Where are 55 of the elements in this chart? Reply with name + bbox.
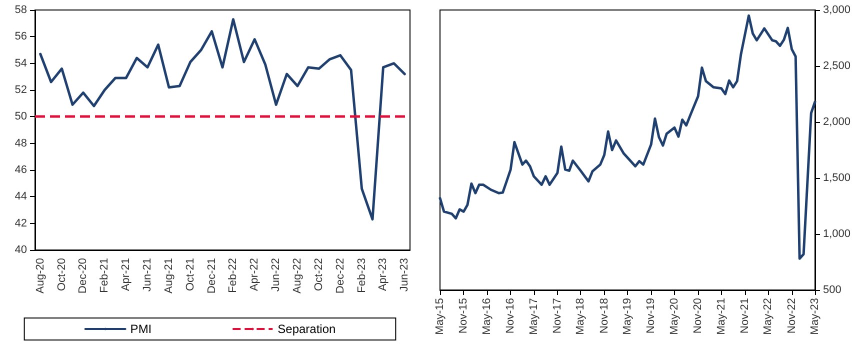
x-tick-label: Oct-20 bbox=[56, 258, 68, 292]
x-tick-label: Feb-23 bbox=[356, 258, 368, 293]
y2-tick-label: 3,000 bbox=[823, 4, 851, 16]
x-tick-label: May-18 bbox=[574, 298, 587, 335]
x-tick-label: Aug-20 bbox=[34, 258, 46, 294]
x-tick-label: Nov-17 bbox=[551, 298, 564, 334]
x-tick-label: Dec-22 bbox=[334, 258, 346, 294]
y2-tick-label: 2,500 bbox=[823, 60, 851, 72]
x-tick-label: Jun-23 bbox=[398, 258, 411, 292]
x-tick-label: Dec-20 bbox=[77, 258, 90, 294]
x-tick-label: Feb-21 bbox=[98, 258, 111, 293]
x-tick-label: Apr-21 bbox=[120, 258, 132, 292]
y2-tick-label: 1,500 bbox=[823, 172, 851, 184]
legend-label: PMI bbox=[130, 322, 152, 336]
x-tick-label: Oct-21 bbox=[184, 258, 196, 292]
x-tick-label: Aug-21 bbox=[162, 258, 175, 294]
line-series bbox=[39, 18, 406, 221]
x-tick-label: Feb-22 bbox=[227, 258, 240, 293]
y-tick-label: 50 bbox=[14, 110, 27, 123]
x-tick-label: Nov-20 bbox=[692, 298, 704, 334]
y-tick-label: 52 bbox=[14, 84, 27, 96]
y-tick-label: 42 bbox=[14, 217, 27, 230]
y-tick-label: 58 bbox=[14, 4, 27, 16]
y-tick-label: 46 bbox=[14, 164, 27, 176]
x-tick-label: May-16 bbox=[480, 298, 493, 335]
x-tick-label: Jun-21 bbox=[142, 258, 154, 292]
x-tick-label: Nov-22 bbox=[786, 298, 798, 334]
y2-tick-label: 1,000 bbox=[823, 228, 851, 240]
x-tick-label: Nov-19 bbox=[645, 298, 658, 334]
x-tick-label: Nov-18 bbox=[598, 298, 610, 334]
x-tick-label: May-17 bbox=[528, 298, 540, 335]
x-tick-label: Nov-15 bbox=[458, 298, 470, 334]
x-tick-label: Apr-22 bbox=[248, 258, 261, 292]
x-tick-label: Aug-22 bbox=[292, 258, 304, 294]
x-tick-label: Nov-16 bbox=[504, 298, 517, 334]
x-tick-label: May-22 bbox=[762, 298, 774, 335]
x-tick-label: Oct-22 bbox=[312, 258, 325, 292]
y-tick-label: 48 bbox=[14, 137, 27, 150]
x-tick-label: Apr-23 bbox=[377, 258, 390, 292]
x-tick-label: Dec-21 bbox=[206, 258, 218, 294]
x-tick-label: May-23 bbox=[809, 298, 821, 335]
y-tick-label: 54 bbox=[14, 57, 27, 70]
legend-label: Separation bbox=[278, 322, 336, 336]
y2-tick-label: 500 bbox=[823, 284, 842, 296]
x-tick-label: Jun-22 bbox=[270, 258, 282, 292]
y-tick-label: 44 bbox=[14, 190, 27, 203]
x-tick-label: May-21 bbox=[715, 298, 728, 335]
y-tick-label: 40 bbox=[14, 244, 27, 256]
x-tick-label: May-15 bbox=[434, 298, 446, 335]
y2-tick-label: 2,000 bbox=[823, 116, 851, 128]
line-series bbox=[438, 14, 816, 260]
x-tick-label: Nov-21 bbox=[738, 298, 751, 334]
y-tick-label: 56 bbox=[14, 30, 27, 43]
x-tick-label: May-20 bbox=[668, 298, 680, 335]
x-tick-label: May-19 bbox=[622, 298, 634, 335]
